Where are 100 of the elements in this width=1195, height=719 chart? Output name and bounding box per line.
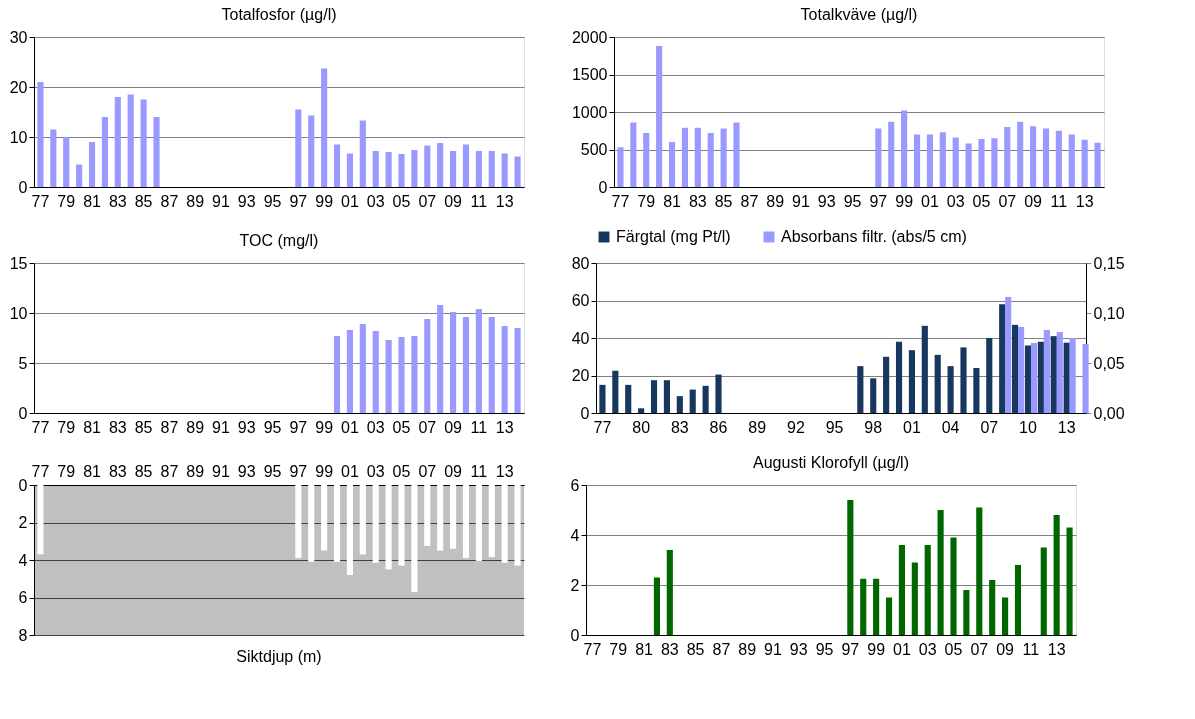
- y-tick-label: 15: [9, 254, 28, 272]
- x-tick-label: 83: [108, 418, 127, 436]
- y-tick-label: 4: [570, 526, 580, 544]
- x-tick-label: 87: [160, 418, 179, 436]
- y-tick-label: 0: [18, 178, 28, 196]
- x-tick-label: 03: [918, 640, 937, 658]
- x-tick-label: 11: [470, 192, 488, 210]
- y2-tick-label: 0,00: [1093, 404, 1125, 422]
- x-tick-label: 85: [134, 418, 153, 436]
- x-tick-label: 95: [263, 192, 282, 210]
- chart-title: Totalfosfor (µg/l): [221, 6, 337, 23]
- x-tick-label: 93: [817, 192, 836, 210]
- x-tick-label: 77: [583, 640, 602, 658]
- x-tick-label: 83: [660, 640, 679, 658]
- x-tick-label: 99: [315, 462, 334, 480]
- y-tick-label: 80: [571, 254, 590, 272]
- x-tick-label: 89: [766, 192, 785, 210]
- x-tick-label: 85: [134, 462, 153, 480]
- x-tick-label: 79: [57, 418, 76, 436]
- x-tick-label: 79: [609, 640, 628, 658]
- x-tick-label: 03: [366, 462, 385, 480]
- x-tick-label: 05: [972, 192, 991, 210]
- chart-title: Totalkväve (µg/l): [800, 6, 918, 23]
- x-tick-label: 05: [944, 640, 963, 658]
- x-tick-label: 85: [686, 640, 705, 658]
- x-tick-label: 79: [637, 192, 656, 210]
- x-tick-label: 09: [444, 462, 463, 480]
- y-tick-label: 6: [18, 589, 28, 606]
- legend-label: Färgtal (mg Pt/l): [616, 228, 731, 245]
- x-tick-label: 93: [237, 192, 256, 210]
- x-tick-label: 01: [903, 418, 921, 436]
- x-tick-label: 95: [815, 640, 834, 658]
- x-tick-label: 89: [186, 192, 205, 210]
- x-tick-label: 13: [495, 192, 514, 210]
- y-tick-label: 20: [571, 367, 590, 384]
- y-tick-label: 500: [580, 141, 608, 158]
- x-tick-label: 87: [712, 640, 731, 658]
- x-tick-label: 93: [237, 462, 256, 480]
- x-tick-label: 09: [996, 640, 1015, 658]
- x-tick-label: 13: [1075, 192, 1094, 210]
- x-tick-label: 81: [83, 462, 102, 480]
- x-tick-label: 91: [212, 192, 230, 210]
- x-tick-label: 01: [921, 192, 939, 210]
- x-tick-label: 91: [212, 462, 230, 480]
- x-tick-label: 03: [366, 192, 385, 210]
- x-tick-label: 97: [841, 640, 860, 658]
- x-tick-label: 85: [134, 192, 153, 210]
- x-tick-label: 01: [893, 640, 911, 658]
- x-tick-label: 81: [663, 192, 682, 210]
- y-tick-label: 0: [18, 404, 28, 422]
- y-tick-label: 30: [9, 28, 28, 46]
- x-tick-label: 01: [341, 192, 359, 210]
- x-tick-label: 05: [392, 418, 411, 436]
- x-tick-label: 89: [186, 462, 205, 480]
- y-tick-label: 6: [570, 476, 580, 494]
- x-tick-label: 13: [1047, 640, 1066, 658]
- x-tick-label: 07: [418, 462, 437, 480]
- x-tick-label: 91: [792, 192, 810, 210]
- y-tick-label: 2: [570, 576, 580, 594]
- y-tick-label: 0: [598, 178, 608, 196]
- y-tick-label: 2: [18, 514, 28, 531]
- x-tick-label: 01: [341, 418, 359, 436]
- x-tick-label: 11: [1022, 640, 1040, 658]
- y-tick-label: 20: [9, 78, 28, 96]
- x-tick-label: 07: [418, 418, 437, 436]
- x-tick-label: 09: [444, 418, 463, 436]
- x-tick-label: 09: [1024, 192, 1043, 210]
- x-tick-label: 97: [869, 192, 888, 210]
- y2-tick-label: 0,15: [1093, 254, 1125, 272]
- x-tick-label: 11: [1050, 192, 1068, 210]
- x-tick-label: 05: [392, 462, 411, 480]
- x-tick-label: 89: [738, 640, 757, 658]
- y-tick-label: 8: [18, 626, 28, 644]
- y-tick-label: 4: [18, 551, 28, 569]
- chart-title: TOC (mg/l): [239, 232, 319, 249]
- x-tick-label: 89: [748, 418, 767, 436]
- x-tick-label: 99: [895, 192, 914, 210]
- x-tick-label: 79: [57, 462, 76, 480]
- y-tick-label: 2000: [571, 28, 608, 46]
- x-tick-label: 91: [212, 418, 230, 436]
- y-tick-label: 0: [570, 626, 580, 644]
- x-tick-label: 77: [593, 418, 612, 436]
- x-tick-label: 87: [160, 462, 179, 480]
- x-tick-label: 93: [237, 418, 256, 436]
- x-tick-label: 99: [315, 192, 334, 210]
- x-tick-label: 95: [825, 418, 844, 436]
- x-tick-label: 83: [108, 462, 127, 480]
- y-tick-label: 0: [580, 404, 590, 422]
- x-tick-label: 83: [108, 192, 127, 210]
- x-tick-label: 83: [688, 192, 707, 210]
- x-tick-label: 77: [611, 192, 630, 210]
- x-tick-label: 81: [83, 192, 102, 210]
- x-tick-label: 01: [341, 462, 359, 480]
- x-tick-label: 85: [714, 192, 733, 210]
- x-tick-label: 09: [444, 192, 463, 210]
- y-tick-label: 60: [571, 292, 590, 309]
- x-tick-label: 11: [470, 418, 488, 436]
- x-tick-label: 07: [970, 640, 989, 658]
- x-tick-label: 13: [495, 462, 514, 480]
- x-tick-label: 83: [670, 418, 689, 436]
